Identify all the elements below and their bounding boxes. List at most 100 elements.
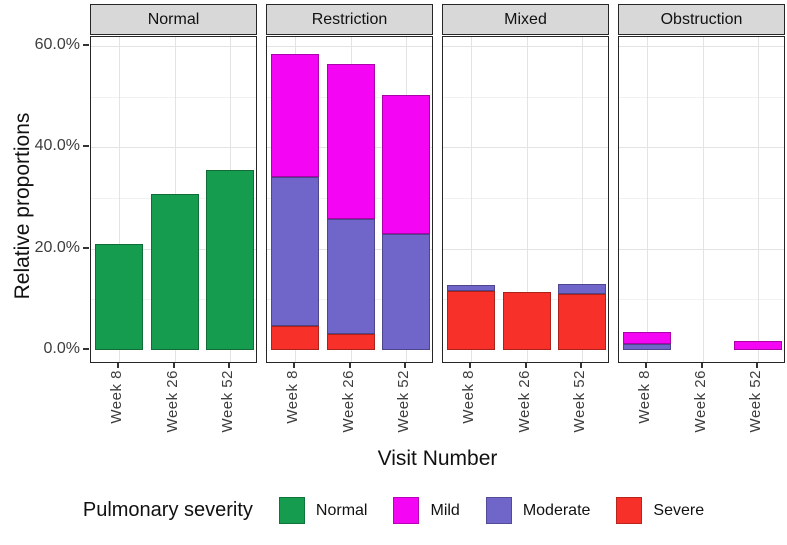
legend-label: Severe xyxy=(653,501,705,519)
x-axis-tick xyxy=(404,363,407,368)
gridline-major xyxy=(91,45,256,47)
bar-segment-normal xyxy=(94,243,143,350)
bar-segment-mild xyxy=(270,54,319,178)
legend-label: Normal xyxy=(315,501,368,519)
x-axis-tick xyxy=(524,363,527,368)
gridline-minor xyxy=(91,96,256,98)
bar-segment-severe xyxy=(558,293,607,350)
gridline-vertical xyxy=(758,37,760,362)
legend-label: Mild xyxy=(430,501,460,519)
x-tick-label: Week 8 xyxy=(283,370,301,424)
facet-panel-obstruction xyxy=(618,36,785,363)
gridline-minor xyxy=(619,299,784,301)
x-axis-tick xyxy=(700,363,703,368)
gridline-major xyxy=(619,248,784,250)
gridline-major xyxy=(443,248,608,250)
facet-strip-mixed: Mixed xyxy=(442,4,609,35)
x-tick-label: Week 26 xyxy=(163,370,181,433)
x-axis-tick xyxy=(292,363,295,368)
bar-segment-severe xyxy=(502,292,551,350)
legend-swatch-severe xyxy=(616,497,643,524)
gridline-vertical xyxy=(582,37,584,362)
legend-item-moderate: Moderate xyxy=(485,497,591,524)
gridline-major xyxy=(443,45,608,47)
bar-segment-mild xyxy=(326,64,375,220)
bar-segment-moderate xyxy=(558,284,607,294)
legend-swatch-normal xyxy=(278,497,305,524)
facet-label-normal: Normal xyxy=(147,10,200,28)
x-axis-tick xyxy=(172,363,175,368)
x-axis-tick xyxy=(228,363,231,368)
y-axis-title: Relative proportions xyxy=(11,112,34,300)
x-axis-tick xyxy=(468,363,471,368)
x-tick-label: Week 8 xyxy=(107,370,125,424)
y-axis-tick xyxy=(83,43,89,46)
bar-segment-severe xyxy=(270,326,319,350)
y-tick-label: 20.0% xyxy=(34,238,80,256)
bar-segment-normal xyxy=(150,193,199,350)
legend-swatch-moderate xyxy=(485,497,512,524)
y-tick-label: 40.0% xyxy=(34,137,80,155)
facet-label-restriction: Restriction xyxy=(311,10,388,28)
gridline-vertical xyxy=(646,37,648,362)
gridline-vertical xyxy=(118,37,120,362)
gridline-major xyxy=(619,147,784,149)
legend-item-normal: Normal xyxy=(278,497,368,524)
y-axis-tick xyxy=(83,145,89,148)
gridline-vertical xyxy=(470,37,472,362)
facet-strip-normal: Normal xyxy=(90,4,257,35)
y-axis-tick xyxy=(83,348,89,350)
bar-segment-moderate xyxy=(622,343,671,350)
gridline-major xyxy=(91,147,256,149)
x-tick-label: Week 52 xyxy=(219,370,237,433)
bar-segment-moderate xyxy=(446,284,495,292)
x-axis-tick xyxy=(116,363,119,368)
x-tick-label: Week 26 xyxy=(691,370,709,433)
gridline-vertical xyxy=(702,37,704,362)
bar-segment-mild xyxy=(734,340,783,350)
legend-item-severe: Severe xyxy=(616,497,704,524)
x-tick-label: Week 52 xyxy=(395,370,413,433)
facet-panel-normal xyxy=(90,36,257,363)
x-tick-label: Week 52 xyxy=(571,370,589,433)
x-axis-tick xyxy=(644,363,647,368)
x-axis-tick xyxy=(348,363,351,368)
x-tick-label: Week 52 xyxy=(747,370,765,433)
y-tick-label: 60.0% xyxy=(34,35,80,53)
facet-panel-restriction xyxy=(266,36,433,363)
bar-segment-moderate xyxy=(270,177,319,327)
legend-item-mild: Mild xyxy=(393,497,460,524)
y-axis-tick xyxy=(83,246,89,249)
x-axis-tick xyxy=(580,363,583,368)
facet-label-obstruction: Obstruction xyxy=(660,10,743,28)
legend: Pulmonary severity Normal Mild Moderate Sev… xyxy=(0,497,787,524)
gridline-minor xyxy=(619,96,784,98)
facet-strip-restriction: Restriction xyxy=(266,4,433,35)
legend-items: Normal Mild Moderate Severe xyxy=(278,497,704,524)
legend-title: Pulmonary severity xyxy=(82,499,253,521)
bar-segment-moderate xyxy=(382,233,431,350)
facet-panel-mixed xyxy=(442,36,609,363)
bar-segment-mild xyxy=(382,95,431,234)
bar-segment-mild xyxy=(622,331,671,344)
gridline-vertical xyxy=(526,37,528,362)
legend-label: Moderate xyxy=(522,501,591,519)
bar-segment-severe xyxy=(446,291,495,350)
x-tick-label: Week 26 xyxy=(515,370,533,433)
legend-swatch-mild xyxy=(393,497,420,524)
gridline-minor xyxy=(443,96,608,98)
gridline-minor xyxy=(443,197,608,199)
x-tick-label: Week 8 xyxy=(459,370,477,424)
y-tick-label: 0.0% xyxy=(43,340,80,357)
x-axis-title: Visit Number xyxy=(377,447,498,470)
facet-strip-obstruction: Obstruction xyxy=(618,4,785,35)
facet-label-mixed: Mixed xyxy=(504,10,547,28)
gridline-major xyxy=(619,45,784,47)
x-axis-tick xyxy=(756,363,759,368)
gridline-minor xyxy=(619,197,784,199)
gridline-major xyxy=(443,147,608,149)
bar-segment-severe xyxy=(326,333,375,350)
gridline-major xyxy=(267,45,432,47)
x-tick-label: Week 26 xyxy=(339,370,357,433)
